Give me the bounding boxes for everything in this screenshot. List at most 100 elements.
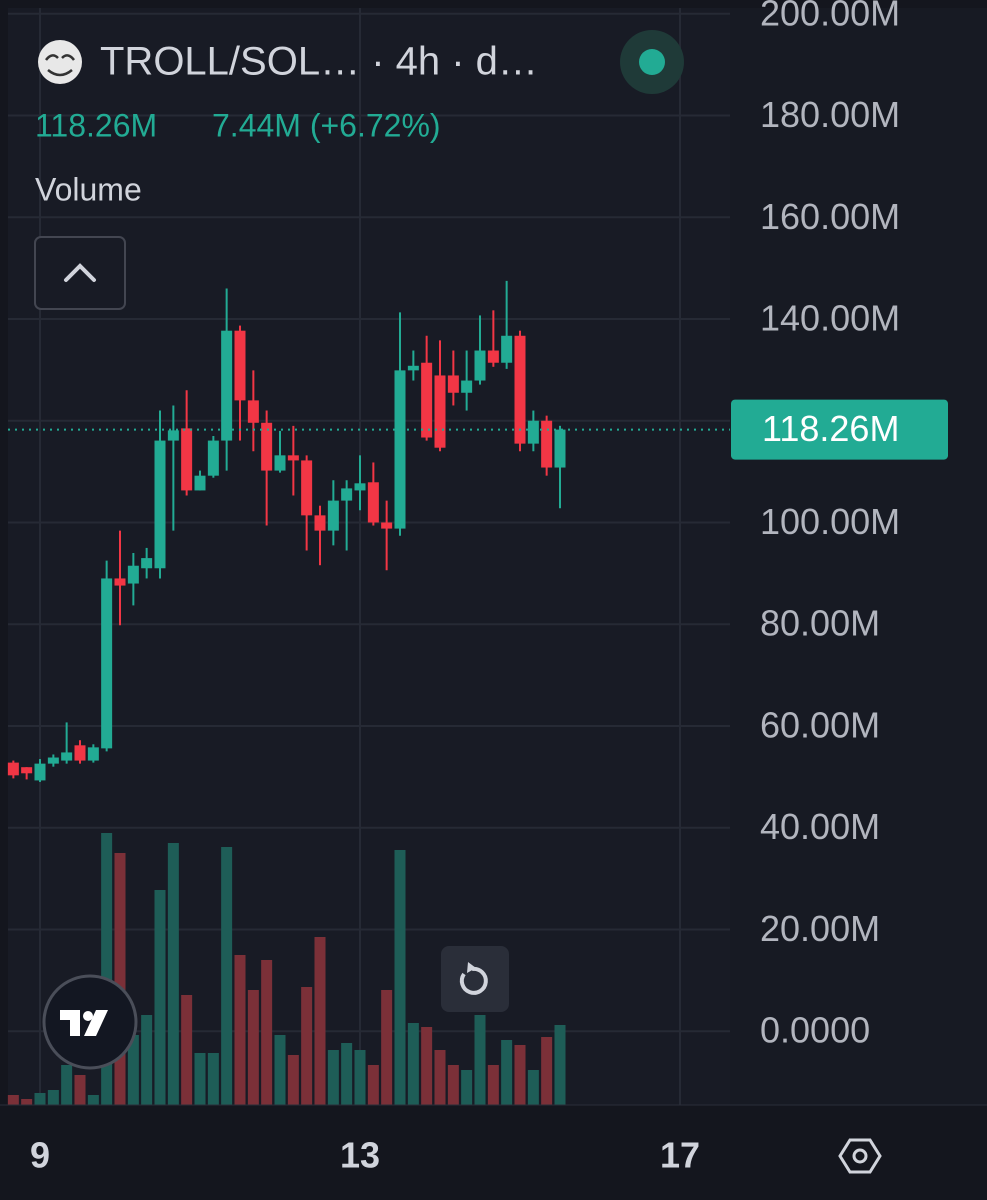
tv-logo[interactable] [42, 974, 138, 1070]
y-tick-label: 160.00M [760, 196, 900, 237]
candle-body [354, 483, 366, 491]
volume-bar [514, 1045, 526, 1105]
candle-body [101, 578, 113, 749]
candle-body [74, 745, 86, 761]
plot-area [8, 8, 730, 1105]
candle-body [461, 380, 473, 393]
volume-bar [181, 995, 193, 1105]
y-tick-label: 40.00M [760, 806, 880, 847]
volume-bar [367, 1065, 379, 1105]
candle-body [61, 752, 73, 761]
y-tick-label: 20.00M [760, 908, 880, 949]
candle-body [154, 440, 166, 569]
candle-body [314, 515, 326, 531]
x-tick-label: 9 [30, 1135, 50, 1176]
header-change: 7.44M (+6.72%) [212, 107, 441, 143]
volume-bar [461, 1070, 473, 1105]
volume-bar [87, 1095, 99, 1105]
candle-body [167, 430, 179, 441]
x-tick-label: 17 [660, 1135, 700, 1176]
volume-bar [167, 843, 179, 1105]
candle-body [367, 482, 379, 523]
volume-bar [47, 1090, 59, 1105]
volume-bar [394, 850, 406, 1105]
candle-body [221, 330, 233, 441]
y-tick-label: 180.00M [760, 94, 900, 135]
volume-bar [34, 1093, 46, 1105]
volume-bar [7, 1095, 19, 1105]
y-tick-label: 60.00M [760, 704, 880, 745]
settings-button[interactable] [838, 1138, 882, 1174]
candle-body [327, 500, 339, 531]
volume-bar [421, 1027, 433, 1105]
candle-body [341, 488, 353, 501]
y-tick-label: 140.00M [760, 298, 900, 339]
volume-bar [354, 1050, 366, 1105]
status-dot [639, 49, 665, 75]
candle-body [181, 428, 193, 491]
candle-body [421, 362, 433, 438]
symbol-avatar[interactable] [38, 40, 82, 84]
candle-body [21, 767, 33, 774]
volume-bar [501, 1040, 513, 1105]
volume-bar [127, 1035, 139, 1105]
candle-body [141, 558, 153, 569]
candle-body [234, 330, 246, 401]
volume-bar [194, 1053, 206, 1105]
volume-bar [434, 1050, 446, 1105]
reset-button[interactable] [441, 946, 509, 1012]
candle-body [541, 420, 553, 468]
volume-bar [381, 990, 393, 1105]
y-tick-label: 0.0000 [760, 1010, 870, 1051]
volume-bar [287, 1055, 299, 1105]
candle-body [514, 335, 526, 444]
volume-bar [487, 1065, 499, 1105]
candle-body [287, 455, 299, 461]
grid [8, 8, 730, 1105]
candle-body [394, 370, 406, 529]
x-tick-label: 13 [340, 1135, 380, 1176]
candle-body [194, 475, 206, 491]
volume-bar [407, 1023, 419, 1105]
volume-bar [101, 833, 113, 1105]
volume-bar [221, 847, 233, 1105]
last-price-label: 118.26M [762, 408, 899, 449]
candle-body [47, 757, 59, 764]
candle-body [261, 422, 273, 471]
candle-body [301, 460, 313, 516]
candle-body [87, 747, 99, 761]
volume-bar [261, 960, 273, 1105]
candle-body [207, 440, 219, 476]
y-tick-label: 100.00M [760, 501, 900, 542]
candle-body [554, 429, 566, 468]
volume-bar [527, 1070, 539, 1105]
candle-body [474, 350, 486, 381]
volume-bar [541, 1037, 553, 1105]
volume-bar [474, 1015, 486, 1105]
collapse-button[interactable] [34, 236, 126, 310]
volume-bar [74, 1075, 86, 1105]
volume-bar [554, 1025, 566, 1105]
volume-bar [341, 1043, 353, 1105]
volume-bar [154, 890, 166, 1105]
tv-logo-mark [60, 1010, 108, 1036]
candle-body [381, 522, 393, 529]
candle-body [407, 365, 419, 371]
candle-body [127, 565, 139, 584]
candle-body [434, 375, 446, 448]
candle-body [501, 335, 513, 363]
symbol-title[interactable]: TROLL/SOL… · 4h · d… [100, 40, 538, 84]
header-price: 118.26M [35, 107, 157, 143]
marks [7, 280, 566, 1105]
last-price-badge [731, 399, 948, 460]
candle-body [34, 763, 46, 781]
candle-body [274, 455, 286, 471]
volume-bar [447, 1065, 459, 1105]
candle-body [487, 350, 499, 363]
candle-body [527, 420, 539, 444]
volume-bar [21, 1099, 33, 1105]
candle-body [247, 400, 259, 423]
volume-label: Volume [35, 171, 142, 207]
tv-logo-dot [83, 1011, 93, 1021]
